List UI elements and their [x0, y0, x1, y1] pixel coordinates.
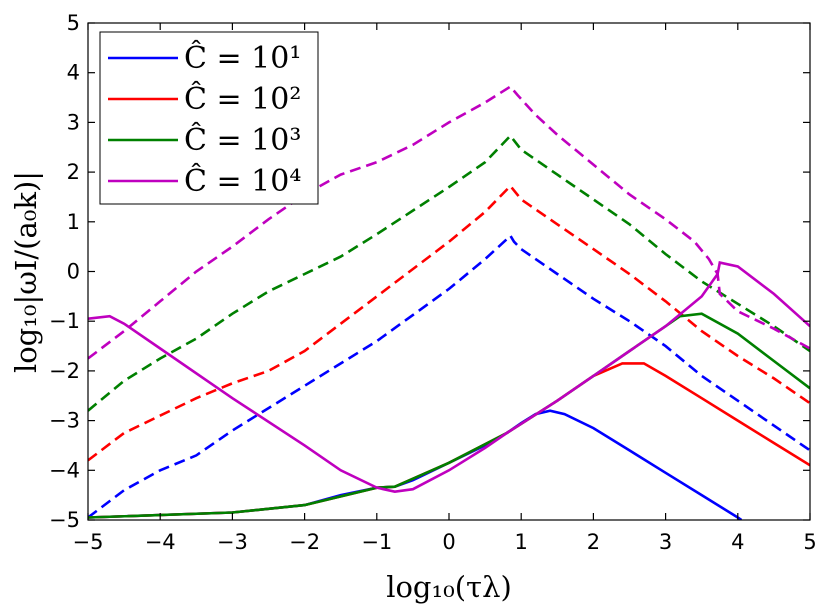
x-axis-label: log₁₀(τλ) [386, 570, 512, 604]
y-tick-label: −4 [49, 458, 80, 482]
plot-area [88, 84, 810, 520]
x-tick-label: −1 [361, 530, 392, 554]
x-tick-label: 3 [659, 530, 672, 554]
legend-entry-label: Ĉ = 10² [184, 81, 301, 117]
x-tick-label: 4 [731, 530, 744, 554]
series-4-solid-line [88, 261, 810, 494]
x-tick-label: 0 [442, 530, 455, 554]
legend-entry-label: Ĉ = 10¹ [184, 40, 301, 76]
x-tick-label: 2 [587, 530, 600, 554]
legend-entry-label: Ĉ = 10⁴ [184, 163, 301, 199]
y-tick-label: 3 [67, 110, 80, 134]
axes: −5 −4 −3 −2 −1 0 1 2 3 4 5 −5 −4 −3 −2 −1 0 1 2 3 4 5 [49, 11, 817, 554]
legend-entry-label: Ĉ = 10³ [184, 122, 301, 158]
legend-box [99, 31, 319, 205]
series-1-dashed-line [88, 233, 810, 519]
x-tick-label: 5 [803, 530, 816, 554]
y-tick-label: 4 [67, 61, 80, 85]
x-tick-label: −2 [289, 530, 320, 554]
y-tick-label: −5 [49, 508, 80, 532]
x-tick-label: 1 [515, 530, 528, 554]
y-tick-label: −3 [49, 409, 80, 433]
y-tick-label: 0 [67, 260, 80, 284]
x-tick-label: −5 [73, 530, 104, 554]
y-tick-label: −1 [49, 309, 80, 333]
series-3-dashed-line [88, 133, 810, 412]
y-tick-label: 1 [67, 210, 80, 234]
series-2-dashed-line [88, 184, 810, 462]
legend: Ĉ = 10¹ Ĉ = 10² Ĉ = 10³ Ĉ = 10⁴ [99, 31, 319, 205]
series-4-dashed-line [88, 84, 810, 360]
y-tick-label: −2 [49, 359, 80, 383]
y-tick-label: 5 [67, 11, 80, 35]
x-tick-label: −4 [145, 530, 176, 554]
y-tick-label: 2 [67, 160, 80, 184]
y-axis-label: log₁₀|ωI/(a₀k)| [9, 171, 43, 373]
x-tick-label: −3 [217, 530, 248, 554]
